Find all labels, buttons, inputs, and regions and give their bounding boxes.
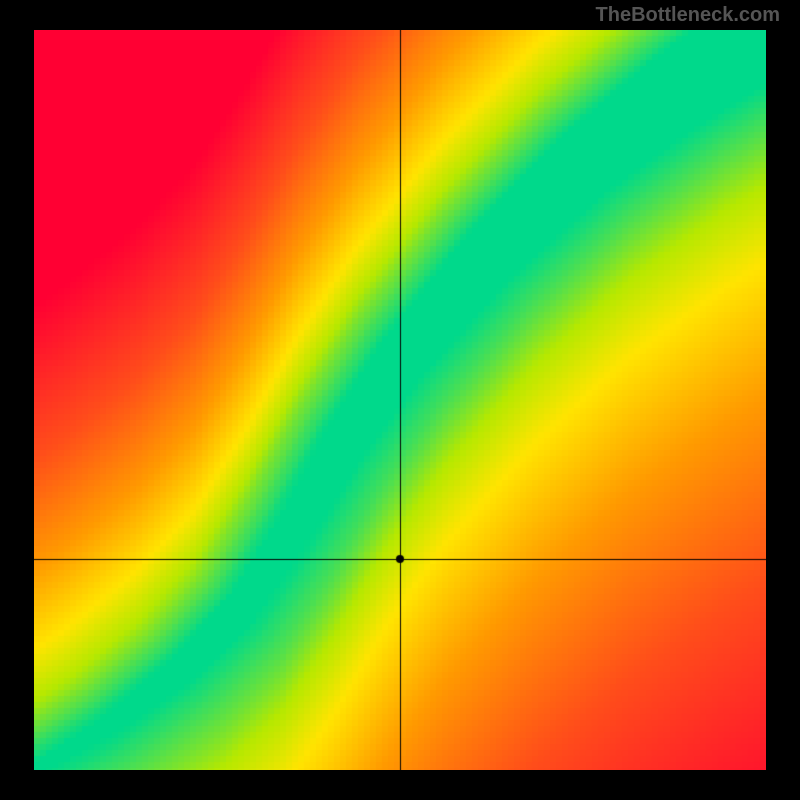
bottleneck-heatmap — [34, 30, 766, 770]
watermark-text: TheBottleneck.com — [596, 4, 780, 27]
